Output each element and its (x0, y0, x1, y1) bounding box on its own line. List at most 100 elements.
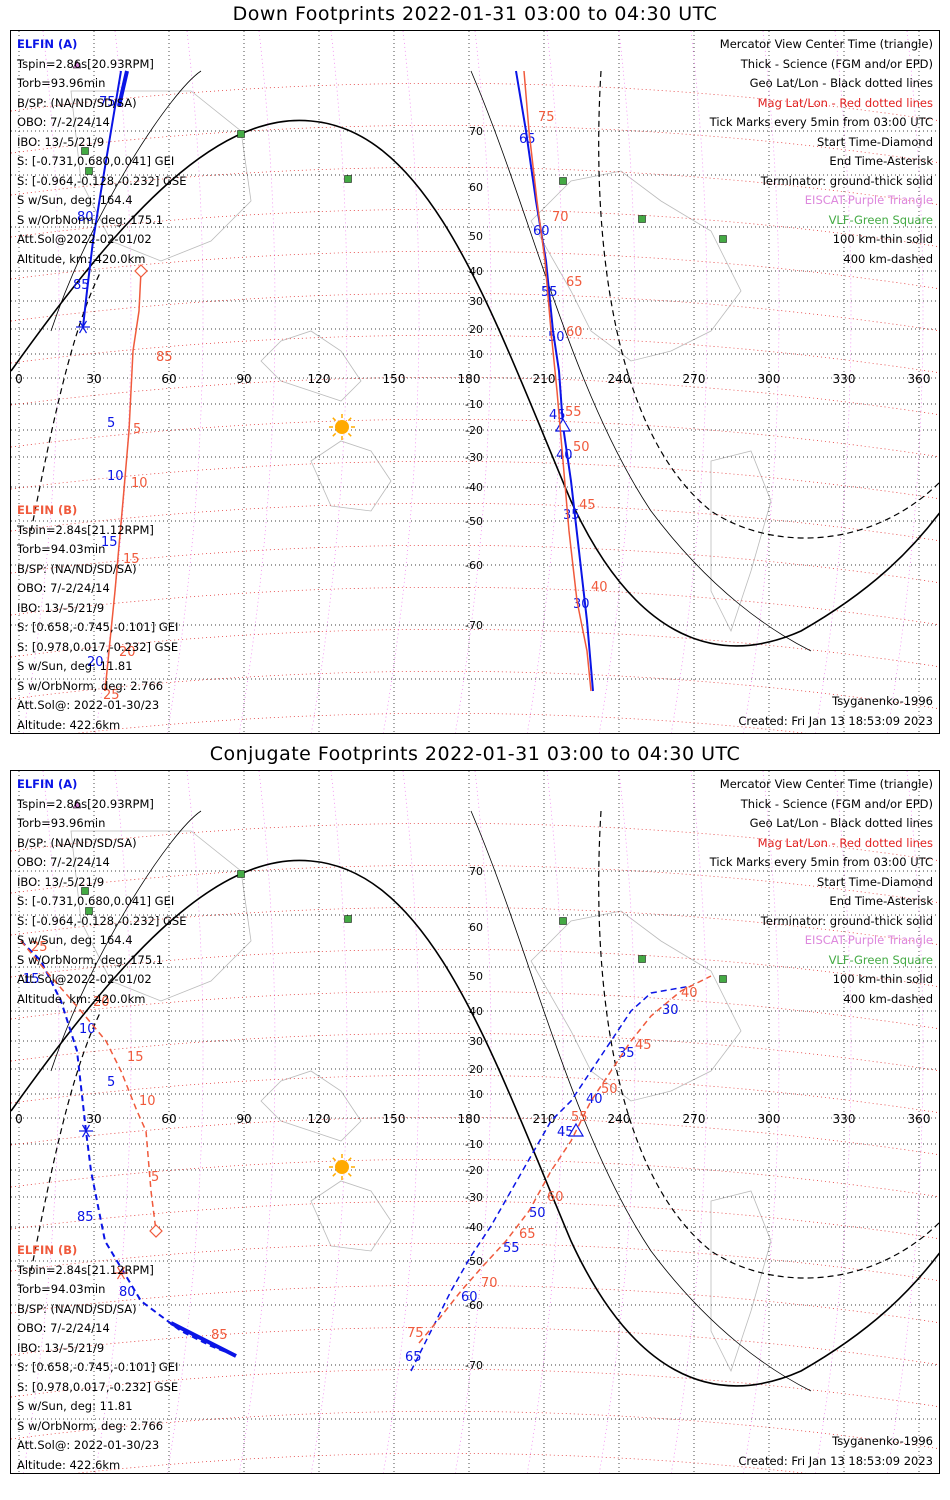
tick-label: 60 (566, 325, 583, 340)
elfin-a-line: OBO: 7/-2/24/14 (17, 115, 110, 129)
boundary-100km (50, 810, 202, 1072)
legend-item: Tick Marks every 5min from 03:00 UTC (709, 855, 933, 869)
legend-item: Mercator View Center Time (triangle) (719, 37, 933, 51)
mag-parallel (11, 460, 939, 500)
vlf-station-square (344, 915, 352, 923)
lon-tick-label: 0 (15, 372, 23, 386)
coastline (260, 330, 362, 402)
coastline (310, 1180, 392, 1252)
elfin-a-line: S: [-0.964,-0.128,-0.232] GSE (17, 913, 187, 928)
elfin-a-line: Altitude, km: 420.0km (17, 991, 146, 1006)
vlf-station-square (81, 147, 89, 155)
tick-label: 80 (77, 210, 94, 225)
mag-parallel (11, 864, 939, 904)
footprint-track-b (523, 70, 592, 692)
tick-label: 65 (519, 132, 536, 147)
mag-parallel (11, 544, 939, 584)
vlf-station-square (237, 130, 245, 138)
lat-tick-label: 10 (469, 1088, 483, 1101)
elfin-a-line: S: [-0.731,0.680,0.041] GEI (17, 894, 175, 908)
elfin-a-info: ELFIN (A) Tspin=2.86s[20.93RPM] Torb=93.… (17, 35, 186, 269)
mag-parallel (11, 418, 939, 458)
mag-parallel (11, 1200, 939, 1240)
elfin-b-line: Att.Sol@: 2022-01-30/23 (17, 698, 160, 712)
vlf-station-square (237, 870, 245, 878)
footprint-track-b (418, 975, 712, 1344)
tick-label: 85 (73, 278, 90, 293)
lon-tick-label: 30 (86, 1112, 101, 1126)
start-diamond (134, 264, 148, 278)
elfin-b-line: Altitude: 422.6km (17, 1457, 121, 1472)
elfin-a-line: Tspin=2.86s[20.93RPM] (17, 796, 154, 811)
lat-tick-label: 30 (469, 295, 483, 308)
elfin-b-line: Tspin=2.84s[21.12RPM] (17, 1262, 154, 1277)
vlf-station-square (559, 177, 567, 185)
map-frame: 0 30 60 90 120 150 180 210 240 270 300 330 360 70 60 50… (10, 770, 940, 1474)
coastline (70, 830, 252, 1002)
vlf-station-square (344, 175, 352, 183)
boundary-400km (598, 810, 939, 1279)
tick-label: 40 (556, 448, 573, 463)
terminator-line (11, 119, 939, 647)
lat-tick-label: -20 (465, 1164, 483, 1177)
footer-info: Tsyganenko-1996 Created: Fri Jan 13 18:5… (738, 1432, 933, 1471)
vlf-station-square (719, 235, 727, 243)
mag-parallel (11, 670, 939, 710)
vlf-station-square (85, 907, 93, 915)
tick-label: 70 (481, 1276, 498, 1291)
panel-title: Down Footprints 2022-01-31 03:00 to 04:3… (232, 3, 718, 25)
coastline (70, 90, 252, 262)
lat-tick-label: 20 (469, 1063, 483, 1076)
footprint-track-a (82, 70, 122, 328)
sun-ray (347, 1157, 352, 1162)
mag-parallel (11, 628, 939, 668)
lon-tick-label: 210 (533, 1112, 556, 1126)
lat-tick-label: -20 (465, 424, 483, 437)
sun-ray (347, 1172, 352, 1177)
legend-item: Geo Lat/Lon - Black dotted lines (749, 816, 933, 830)
vlf-station-square (559, 917, 567, 925)
legend-item: End Time-Asterisk (829, 154, 933, 168)
mag-parallel (11, 208, 939, 248)
elfin-a-line: S w/OrbNorm, deg: 175.1 (17, 952, 164, 967)
lon-tick-label: 300 (758, 372, 781, 386)
tick-label: 85 (156, 350, 173, 365)
tick-label: 60 (547, 1190, 564, 1205)
lon-tick-label: 360 (908, 372, 931, 386)
mag-parallel (11, 1074, 939, 1114)
vlf-station-square (719, 975, 727, 983)
elfin-b-line: B/SP: (NA/ND/SD/SA) (17, 1301, 137, 1316)
legend-item: Tick Marks every 5min from 03:00 UTC (709, 115, 933, 129)
elfin-b-line: S w/OrbNorm, deg: 2.766 (17, 1418, 164, 1433)
tick-label: 55 (541, 285, 558, 300)
end-asterisk (116, 1266, 126, 1280)
sun-ray (332, 432, 337, 437)
lon-tick-label: 240 (608, 372, 631, 386)
tick-label: 55 (503, 1241, 520, 1256)
lon-tick-label: 30 (86, 372, 101, 386)
mag-parallel (11, 586, 939, 626)
mag-parallel (11, 1158, 939, 1198)
elfin-b-line: Tspin=2.84s[21.12RPM] (17, 522, 154, 537)
mag-parallel (11, 906, 939, 946)
lon-tick-label: 300 (758, 1112, 781, 1126)
tick-label: 55 (571, 1110, 588, 1125)
legend-item: End Time-Asterisk (829, 894, 933, 908)
boundary-100km (50, 70, 202, 332)
boundary-100km (470, 810, 812, 1392)
mag-parallel (11, 376, 939, 416)
sun-ray (332, 1172, 337, 1177)
tick-label: 5 (107, 1075, 115, 1090)
tick-label: 20 (93, 995, 110, 1010)
elfin-b-line: Torb=94.03min (17, 542, 106, 556)
coastline (310, 440, 392, 512)
footprint-track-b (20, 940, 157, 1232)
mag-parallel (11, 292, 939, 332)
mag-parallel (11, 1326, 939, 1366)
legend: Mercator View Center Time (triangle) Thi… (710, 775, 933, 1009)
elfin-a-line: B/SP: (NA/ND/SD/SA) (17, 835, 137, 850)
tick-label: 15 (123, 552, 140, 567)
lat-tick-label: -40 (465, 481, 483, 494)
mag-parallel (11, 1284, 939, 1324)
elfin-b-line: Torb=94.03min (17, 1282, 106, 1296)
